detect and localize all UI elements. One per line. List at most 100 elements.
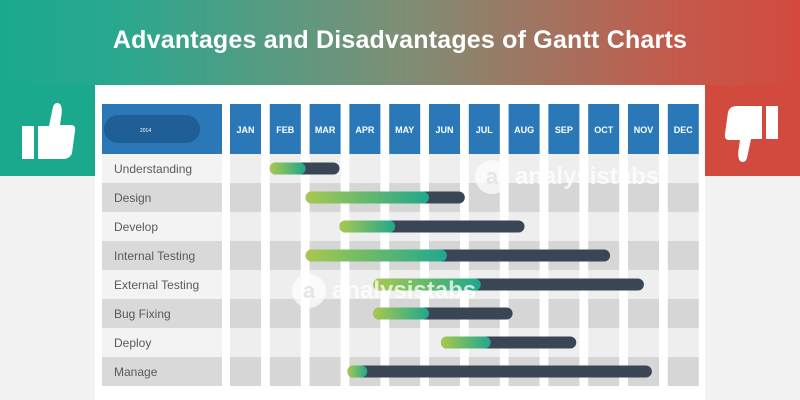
grid-cell	[628, 299, 659, 328]
task-label: Internal Testing	[114, 249, 195, 263]
task-progress-bar	[373, 278, 481, 291]
watermark-text: analysistabs	[515, 163, 660, 190]
watermark: a analysistabs	[292, 274, 476, 308]
grid-cell	[548, 299, 580, 328]
row-label-bg	[102, 154, 222, 183]
month-header	[628, 104, 659, 154]
task-progress-bar	[269, 162, 306, 175]
grid-cell	[269, 241, 301, 270]
grid-cell	[230, 183, 261, 212]
grid-cell	[269, 328, 301, 357]
month-label: JUL	[476, 125, 494, 135]
month-header	[389, 104, 421, 154]
month-header	[468, 104, 500, 154]
grid-cell	[429, 154, 460, 183]
month-label: JUN	[435, 125, 453, 135]
disadvantages-panel	[705, 85, 800, 176]
task-label: External Testing	[114, 278, 199, 292]
grid-cell	[628, 212, 659, 241]
advantages-panel	[0, 85, 95, 176]
grid-cell	[667, 212, 699, 241]
task-label: Design	[114, 191, 151, 205]
month-label: SEP	[555, 125, 573, 135]
grid-cell	[588, 212, 620, 241]
watermark: a analysistabs	[475, 160, 659, 194]
thumbs-up-icon	[22, 103, 76, 159]
grid-cell	[628, 154, 659, 183]
page-title: Advantages and Disadvantages of Gantt Ch…	[112, 26, 688, 54]
month-label: DEC	[674, 125, 694, 135]
grid-cell	[667, 154, 699, 183]
grid-cell	[667, 183, 699, 212]
row-label-bg	[102, 328, 222, 357]
row-label-bg	[102, 212, 222, 241]
grid-cell	[508, 183, 540, 212]
month-header	[588, 104, 620, 154]
grid-cell	[588, 183, 620, 212]
grid-cell	[230, 212, 261, 241]
grid-cell	[508, 299, 540, 328]
row-label-bg	[102, 241, 222, 270]
task-label: Deploy	[114, 336, 151, 350]
row-label-bg	[102, 299, 222, 328]
grid-cell	[230, 154, 261, 183]
grid-cell	[389, 328, 421, 357]
row-label-bg	[102, 183, 222, 212]
task-label: Develop	[114, 220, 158, 234]
grid-cell	[230, 299, 261, 328]
watermark-logo-icon: a	[292, 274, 326, 308]
grid-cell	[667, 270, 699, 299]
grid-cell	[588, 328, 620, 357]
grid-cell	[230, 328, 261, 357]
grid-cell	[588, 154, 620, 183]
title-banner: Advantages and Disadvantages of Gantt Ch…	[0, 0, 800, 85]
month-header	[667, 104, 699, 154]
grid-cell	[269, 357, 301, 386]
grid-cell	[667, 357, 699, 386]
grid-cell	[628, 328, 659, 357]
month-label: AUG	[514, 125, 534, 135]
task-bar	[347, 365, 652, 378]
grid-cell	[667, 299, 699, 328]
watermark-text: analysistabs	[332, 277, 477, 304]
grid-cell	[349, 328, 381, 357]
month-header	[309, 104, 341, 154]
month-header	[269, 104, 301, 154]
grid-cell	[230, 357, 261, 386]
month-header	[349, 104, 381, 154]
month-header	[508, 104, 540, 154]
grid-cell	[548, 212, 580, 241]
task-progress-bar	[440, 336, 491, 349]
grid-cell	[269, 183, 301, 212]
month-header	[230, 104, 261, 154]
thumbs-down-icon	[724, 106, 778, 162]
task-label: Manage	[114, 365, 158, 379]
month-label: MAY	[395, 125, 414, 135]
month-label: NOV	[634, 125, 654, 135]
task-progress-bar	[347, 365, 368, 378]
grid-cell	[389, 154, 421, 183]
month-label: FEB	[276, 125, 295, 135]
grid-cell	[269, 299, 301, 328]
grid-cell	[628, 183, 659, 212]
month-label: APR	[355, 125, 375, 135]
grid-cell	[588, 299, 620, 328]
grid-cell	[230, 270, 261, 299]
month-header	[429, 104, 460, 154]
grid-cell	[309, 357, 341, 386]
task-label: Bug Fixing	[114, 307, 171, 321]
year-pill	[104, 115, 200, 143]
grid-cell	[309, 212, 341, 241]
task-label: Understanding	[114, 162, 192, 176]
task-progress-bar	[305, 191, 429, 204]
watermark-logo-icon: a	[475, 160, 509, 194]
row-label-bg	[102, 270, 222, 299]
task-progress-bar	[373, 307, 429, 320]
grid-cell	[548, 154, 580, 183]
month-label: OCT	[594, 125, 614, 135]
grid-cell	[628, 241, 659, 270]
grid-cell	[309, 328, 341, 357]
row-label-bg	[102, 357, 222, 386]
grid-cell	[230, 241, 261, 270]
